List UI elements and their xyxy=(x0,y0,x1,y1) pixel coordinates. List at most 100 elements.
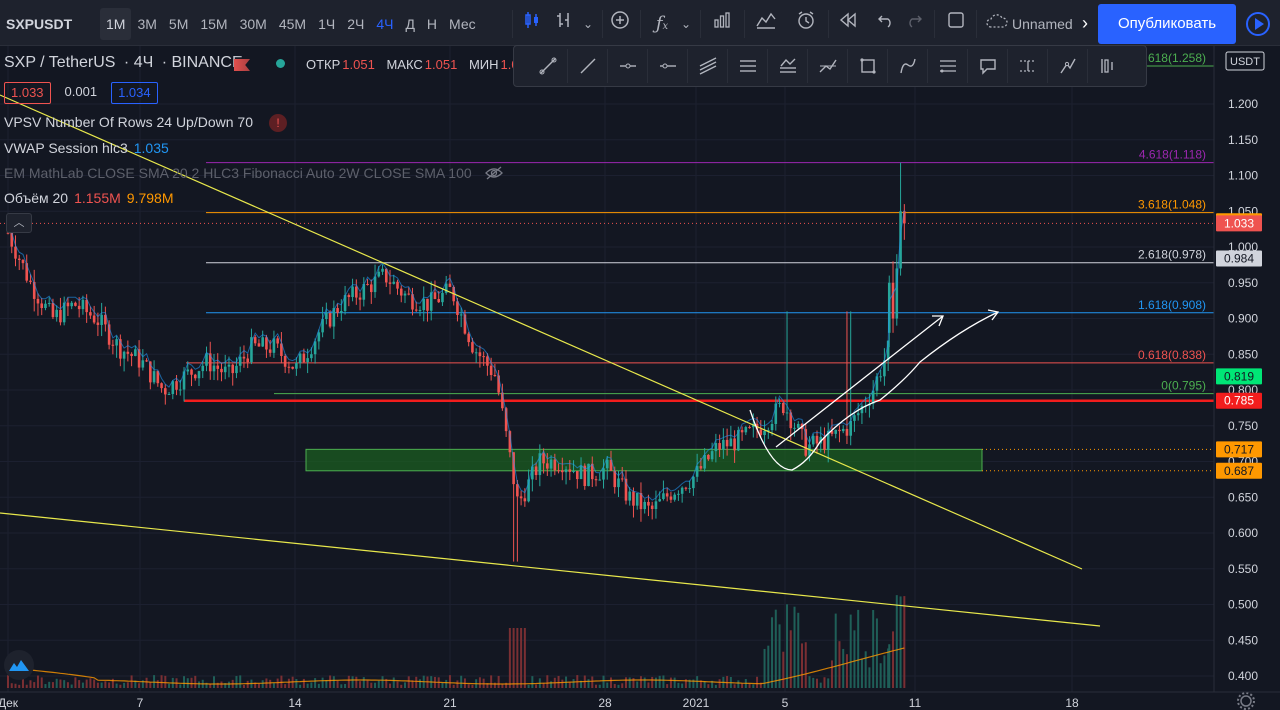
candle-body xyxy=(632,491,635,506)
interval-11[interactable]: Мес xyxy=(449,16,476,32)
time-tick: 2021 xyxy=(683,696,710,710)
cloud-icon[interactable] xyxy=(982,8,1012,40)
projection-arrowhead xyxy=(987,309,1000,321)
price-tick: 1.100 xyxy=(1228,169,1258,183)
fib-label: 3.618(1.048) xyxy=(1138,198,1206,212)
volume-bar xyxy=(295,678,298,688)
undo-icon[interactable] xyxy=(870,8,902,40)
volume-bar xyxy=(711,680,714,688)
volume-bar xyxy=(51,682,54,688)
fullscreen-icon[interactable] xyxy=(940,8,972,40)
price-tag xyxy=(1216,441,1262,458)
interval-10[interactable]: Н xyxy=(426,16,438,32)
fib-retracement-tool-icon[interactable] xyxy=(928,49,968,83)
chevron-right-icon[interactable]: › xyxy=(1074,6,1096,40)
time-axis: Дек 7 14 21 28 2021 5 11 18 xyxy=(0,691,1280,710)
interval-6[interactable]: 1Ч xyxy=(318,16,336,32)
financials-icon[interactable] xyxy=(706,8,738,40)
buy-price-button[interactable]: 1.034 xyxy=(111,82,158,104)
projection-arrow xyxy=(775,315,944,448)
price-chart[interactable]: 4.618(1.118) 3.618(1.048) 2.618(0.978) 1.61… xyxy=(0,46,1280,710)
indicator-em-mathlab[interactable]: EM MathLab CLOSE SMA 20 2 HLC3 Fibonacci… xyxy=(4,165,504,181)
sell-price-button[interactable]: 1.033 xyxy=(4,82,51,104)
candle-body xyxy=(66,302,70,307)
parallel-channel-tool-icon[interactable] xyxy=(688,49,728,83)
regression-trend-tool-icon[interactable] xyxy=(728,49,768,83)
indicators-fx-icon[interactable]: ƒx xyxy=(655,13,669,34)
publish-button[interactable]: Опубликовать xyxy=(1098,4,1236,44)
volume-bar xyxy=(400,684,403,688)
time-tick: 18 xyxy=(1065,696,1079,710)
price-tag xyxy=(1216,392,1262,409)
compare-add-icon[interactable] xyxy=(604,8,636,40)
candle-body xyxy=(167,394,171,396)
volume-bar xyxy=(36,675,39,688)
interval-9[interactable]: Д xyxy=(405,16,415,32)
bar-type-icon[interactable] xyxy=(548,8,580,40)
candle-body xyxy=(650,505,654,510)
fib-extension-tool-icon[interactable] xyxy=(1048,49,1088,83)
candle-body xyxy=(216,365,220,369)
interval-8[interactable]: 4Ч xyxy=(376,16,394,32)
play-icon[interactable] xyxy=(1238,4,1278,44)
volume-bar xyxy=(834,613,837,688)
trend-line-tool-icon[interactable] xyxy=(528,49,568,83)
volume-bar xyxy=(115,683,118,688)
interval-0[interactable]: 1М xyxy=(100,8,132,40)
interval-2[interactable]: 5М xyxy=(168,16,189,32)
interval-7[interactable]: 2Ч xyxy=(347,16,365,32)
rectangle-tool-icon[interactable] xyxy=(848,49,888,83)
projection-curve xyxy=(749,311,999,471)
warning-icon[interactable]: ! xyxy=(269,114,287,132)
candle-body xyxy=(613,470,617,488)
volume-bar xyxy=(40,677,43,688)
hidden-eye-icon[interactable] xyxy=(484,165,504,181)
collapse-legend-button[interactable]: ︿ xyxy=(6,213,32,233)
volume-bar xyxy=(542,682,545,688)
tradingview-logo-icon[interactable] xyxy=(4,650,34,680)
candle-body xyxy=(298,353,302,364)
layout-name[interactable]: Unnamed xyxy=(1012,16,1073,32)
interval-5[interactable]: 45М xyxy=(278,16,307,32)
chevron-down-icon[interactable]: ⌄ xyxy=(680,17,692,31)
volume-bar xyxy=(899,596,902,688)
candle-body xyxy=(171,381,175,395)
flat-top-bottom-tool-icon[interactable] xyxy=(768,49,808,83)
price-range-tool-icon[interactable] xyxy=(1008,49,1048,83)
volume-bar xyxy=(673,677,676,688)
candle-body xyxy=(493,375,497,377)
settings-gear-icon[interactable] xyxy=(1237,692,1255,710)
candle-body xyxy=(542,453,545,464)
price-axis: 0.4000.4500.5000.5500.6000.6500.7000.750… xyxy=(1213,46,1280,710)
ray-tool-icon[interactable] xyxy=(568,49,608,83)
pitchfork-tool-icon[interactable] xyxy=(808,49,848,83)
candle-body xyxy=(516,484,519,497)
indicator-vpsv[interactable]: VPSV Number Of Rows 24 Up/Down 70! xyxy=(4,114,287,132)
candles-type-icon[interactable] xyxy=(516,8,548,40)
path-tool-icon[interactable] xyxy=(888,49,928,83)
symbol-title[interactable]: SXP / TetherUS · 4Ч · BINANCE xyxy=(4,54,243,72)
chevron-down-icon[interactable]: ⌄ xyxy=(582,17,594,31)
long-position-tool-icon[interactable] xyxy=(1088,49,1128,83)
alert-clock-icon[interactable] xyxy=(790,8,822,40)
replay-icon[interactable] xyxy=(832,8,864,40)
volume-bar xyxy=(692,679,695,688)
symbol-search[interactable]: SXPUSDT xyxy=(6,16,73,32)
candle-body xyxy=(579,465,583,480)
callout-tool-icon[interactable] xyxy=(968,49,1008,83)
interval-3[interactable]: 15М xyxy=(200,16,228,32)
horizontal-line-tool-icon[interactable] xyxy=(648,49,688,83)
candle-body xyxy=(575,471,579,480)
horizontal-ray-tool-icon[interactable] xyxy=(608,49,648,83)
templates-icon[interactable] xyxy=(750,8,782,40)
candle-body xyxy=(317,332,321,342)
redo-icon[interactable] xyxy=(898,8,930,40)
interval-4[interactable]: 30М xyxy=(239,16,267,32)
interval-1[interactable]: 3М xyxy=(137,16,157,32)
volume-bar xyxy=(587,679,590,688)
candle-body xyxy=(21,259,25,264)
volume-bar xyxy=(74,677,77,688)
market-status-dot xyxy=(276,59,285,68)
indicator-vwap[interactable]: VWAP Session hlc3 1.035 xyxy=(4,140,169,156)
indicator-volume[interactable]: Объём 20 1.155M 9.798M xyxy=(4,190,173,206)
